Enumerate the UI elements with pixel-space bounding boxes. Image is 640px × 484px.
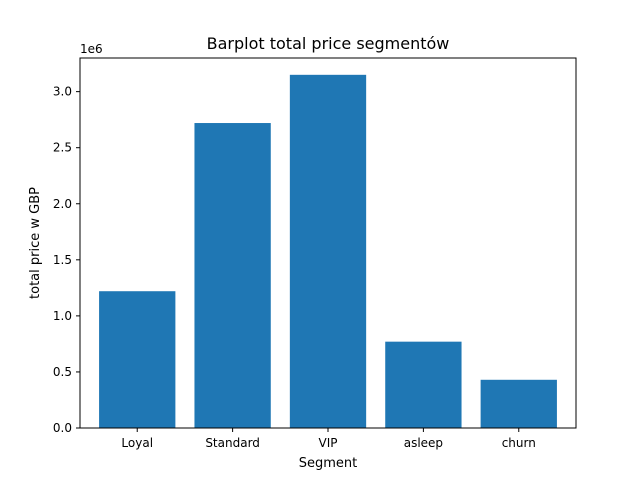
x-axis-ticks: Loyal Standard VIP asleep churn (121, 428, 536, 450)
y-tick-label: 1.5 (53, 253, 72, 267)
bar-loyal (99, 291, 176, 428)
y-tick-label: 2.5 (53, 141, 72, 155)
bar-churn (480, 379, 557, 428)
plot-frame (79, 57, 577, 429)
x-tick-label: asleep (404, 436, 443, 450)
y-tick-label: 2.0 (53, 197, 72, 211)
y-axis-offset-label: 1e6 (80, 42, 103, 56)
x-tick-label: Standard (205, 436, 260, 450)
y-axis-label: total price w GBP (28, 187, 43, 299)
y-tick-label: 1.0 (53, 309, 72, 323)
chart-title: Barplot total price segmentów (207, 34, 450, 53)
bars-group (99, 74, 557, 429)
y-tick-label: 3.0 (53, 85, 72, 99)
bar-asleep (385, 341, 462, 428)
bar-vip (289, 74, 367, 429)
x-tick-label: churn (502, 436, 536, 450)
y-tick-label: 0.0 (53, 421, 72, 435)
x-tick-label: VIP (319, 436, 338, 450)
bar-standard (194, 123, 271, 428)
y-tick-label: 0.5 (53, 365, 72, 379)
y-axis-ticks: 0.0 0.5 1.0 1.5 2.0 2.5 3.0 (53, 85, 80, 435)
x-axis-label: Segment (299, 456, 358, 471)
x-tick-label: Loyal (121, 436, 153, 450)
